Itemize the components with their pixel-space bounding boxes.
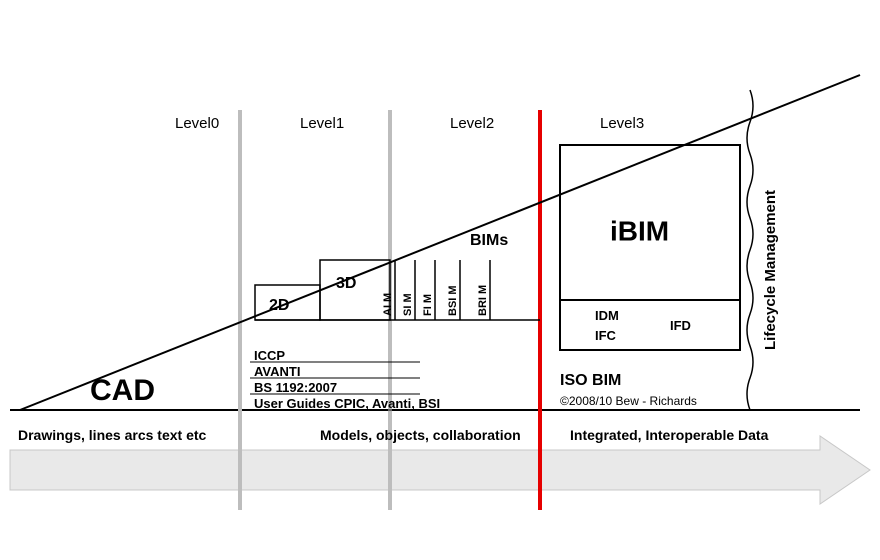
bims-bar-label-3: BSI M — [447, 285, 459, 316]
bims-bar-label-4: BRI M — [477, 285, 489, 316]
arrow-text-right: Integrated, Interoperable Data — [570, 427, 769, 443]
arrow-text-mid: Models, objects, collaboration — [320, 427, 521, 443]
label-2d: 2D — [269, 297, 289, 314]
bims-bar-label-2: FI M — [422, 294, 434, 316]
copyright: ©2008/10 Bew - Richards — [560, 394, 697, 408]
level-label-1: Level1 — [300, 115, 344, 132]
label-3d: 3D — [336, 275, 356, 292]
ibim-label: iBIM — [610, 216, 669, 247]
level-label-0: Level0 — [175, 115, 219, 132]
bims-bar-label-0: AI M — [382, 293, 394, 316]
standards-row-3: User Guides CPIC, Avanti, BSI — [254, 396, 440, 411]
idm-label: IDM — [595, 308, 619, 323]
bims-bar-label-1: SI M — [402, 293, 414, 316]
wedge-hypotenuse — [20, 75, 860, 410]
level-label-3: Level3 — [600, 115, 644, 132]
lifecycle-label: Lifecycle Management — [762, 190, 779, 350]
bim-maturity-wedge-diagram: Level0 Level1 Level2 Level3 CAD 2D 3D BIMs AI M S… — [0, 0, 880, 560]
bims-label: BIMs — [470, 232, 508, 249]
cad-label: CAD — [90, 374, 155, 407]
standards-row-2: BS 1192:2007 — [254, 380, 337, 395]
ifc-label: IFC — [595, 328, 617, 343]
right-squiggle — [747, 90, 753, 410]
arrow-text-left: Drawings, lines arcs text etc — [18, 427, 207, 443]
standards-row-0: ICCP — [254, 348, 285, 363]
ifd-label: IFD — [670, 318, 691, 333]
timeline-arrow — [10, 436, 870, 504]
level-label-2: Level2 — [450, 115, 494, 132]
standards-row-1: AVANTI — [254, 364, 300, 379]
iso-bim-label: ISO BIM — [560, 372, 621, 389]
ibim-box — [560, 145, 740, 350]
